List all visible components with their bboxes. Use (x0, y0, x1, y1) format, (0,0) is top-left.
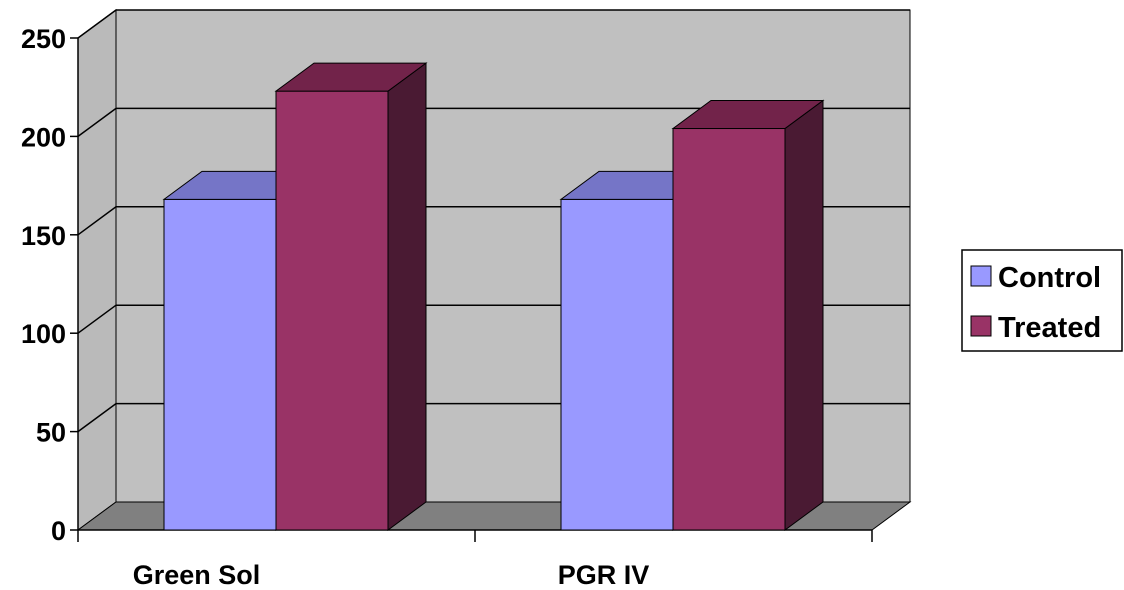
side-wall (77, 9, 117, 531)
bar-treated-front (672, 128, 786, 531)
x-category-label: PGR IV (558, 560, 650, 590)
bar-control-front (163, 198, 277, 531)
y-tick-label: 0 (51, 516, 66, 546)
y-tick-label: 150 (21, 221, 66, 251)
x-category-label: Green Sol (133, 560, 261, 590)
legend-label-control: Control (998, 262, 1101, 294)
legend: Control Treated (961, 249, 1123, 352)
bar-treated-side (387, 62, 427, 531)
legend-swatch-control (970, 265, 992, 287)
y-tick-label: 250 (21, 24, 66, 54)
y-tick-label: 50 (36, 418, 66, 448)
y-tick-label: 100 (21, 319, 66, 349)
y-tick-label: 200 (21, 122, 66, 152)
x-category-labels: Green Sol PGR IV (133, 560, 650, 590)
bars (162, 62, 825, 531)
gridline (77, 107, 910, 138)
bar-treated-top (671, 100, 825, 130)
bar-control-front (560, 198, 674, 531)
legend-label-treated: Treated (998, 312, 1101, 344)
legend-swatch-treated (970, 315, 992, 337)
bar-treated-side (784, 99, 824, 531)
bar-treated-front (275, 90, 389, 531)
bar-treated-top (274, 62, 428, 92)
y-tick-labels: 0 50 100 150 200 250 (21, 24, 66, 546)
gridline (77, 9, 910, 39)
